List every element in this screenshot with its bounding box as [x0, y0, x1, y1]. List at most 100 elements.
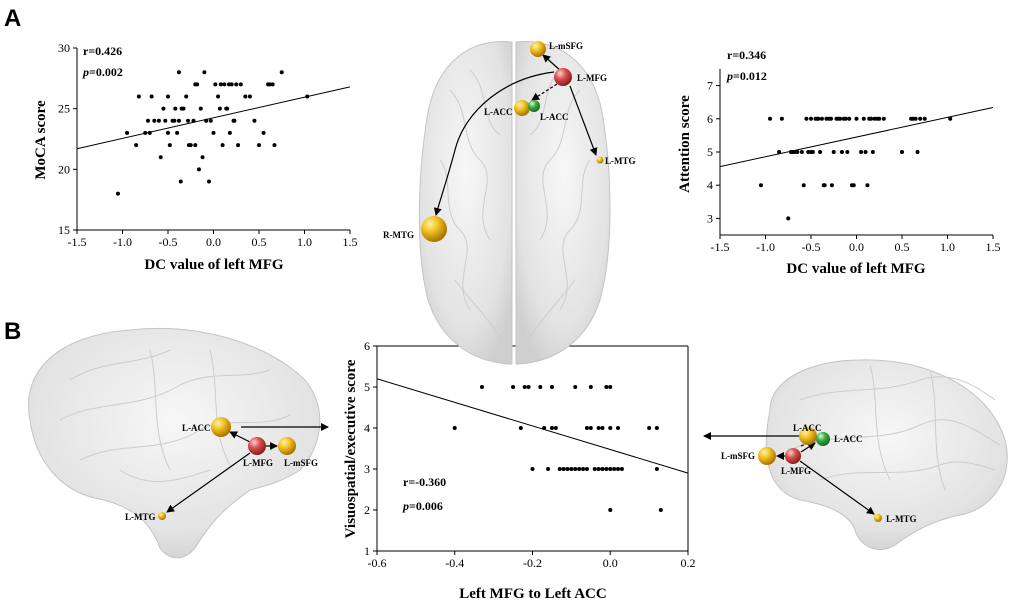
chart-moca-point: [225, 106, 230, 111]
chart-visuospatial-r: r=-0.360: [403, 475, 446, 489]
chart-attention-xtick-label: 1.5: [986, 240, 1001, 254]
chart-moca-p-letter: p: [82, 65, 89, 79]
chart-attention-ticks: -1.5 -1.0 -0.5 0.0 0.5 1.0 1.5 3 4 5 6 7: [707, 79, 1001, 254]
chart-moca-point: [247, 94, 252, 99]
chart-moca-point: [184, 94, 189, 99]
chart-visuospatial-xtick-label: -0.4: [445, 556, 464, 570]
node-right-acc-gold: [799, 427, 817, 445]
chart-moca-point: [272, 143, 277, 148]
chart-moca-point: [200, 155, 205, 160]
chart-visuospatial-ylabel: Visuospatial/executive score: [343, 359, 359, 538]
chart-moca-point: [222, 82, 227, 87]
brain-left-gyri: [59, 349, 291, 483]
chart-attention-point: [799, 150, 804, 154]
brain-left-connections: [166, 423, 329, 513]
node-right-msfg: [758, 447, 776, 465]
chart-attention-point: [859, 150, 864, 154]
chart-moca-ytick-label: 20: [58, 162, 70, 176]
chart-moca-point: [208, 118, 213, 123]
label-left-mfg: L-MFG: [243, 458, 273, 468]
chart-moca-point: [238, 82, 243, 87]
chart-visuospatial-point: [596, 467, 601, 471]
chart-visuospatial-ytick-label: 3: [364, 462, 370, 476]
chart-attention-point: [829, 116, 834, 121]
chart-visuospatial-point: [658, 508, 663, 512]
brain-top-view: L-mSFG L-MFG L-ACC L-ACC L-MTG R-MTG: [383, 41, 636, 365]
chart-visuospatial-points: [452, 385, 663, 512]
chart-moca-point: [206, 179, 211, 184]
chart-moca-ylabel: MoCA score: [33, 100, 49, 180]
chart-moca-point: [279, 70, 284, 75]
chart-visuospatial-point: [511, 385, 516, 389]
chart-visuospatial-point: [619, 467, 624, 471]
left-arrow-mfg-to-mtg: [166, 452, 251, 513]
chart-attention-point: [948, 116, 953, 121]
brain-top-left-hemisphere: [418, 41, 513, 365]
chart-visuospatial-point: [588, 426, 593, 430]
chart-moca-point: [236, 143, 241, 148]
chart-attention-ytick-label: 5: [707, 145, 713, 159]
chart-visuospatial-point: [608, 385, 613, 389]
label-top-msfg: L-mSFG: [549, 41, 583, 51]
chart-moca-xtick-label: 1.0: [297, 235, 312, 249]
chart-moca-point: [145, 118, 150, 123]
chart-visuospatial-ytick-label: 5: [364, 380, 370, 394]
chart-visuospatial-point: [584, 467, 589, 471]
chart-moca-point: [186, 118, 191, 123]
brain-right-view: L-ACC L-ACC L-mSFG L-MFG L-MTG: [703, 359, 1008, 550]
chart-attention-ytick-label: 4: [707, 178, 713, 192]
chart-visuospatial-fit-line: [376, 378, 689, 474]
chart-visuospatial-point: [569, 467, 574, 471]
chart-moca-point: [193, 143, 198, 148]
chart-attention-point: [913, 116, 918, 121]
chart-visuospatial-point: [604, 385, 609, 389]
chart-moca-point: [166, 94, 170, 99]
chart-moca-xlabel: DC value of left MFG: [144, 257, 283, 273]
chart-moca-point: [252, 118, 257, 123]
chart-moca-point: [143, 130, 148, 135]
chart-visuospatial-point: [549, 426, 554, 430]
chart-moca-point: [115, 191, 120, 196]
chart-visuospatial-xtick-label: 0.0: [603, 556, 618, 570]
chart-visuospatial-point: [616, 426, 621, 430]
chart-moca-point: [198, 106, 203, 111]
brain-top-right-hemisphere: [515, 41, 611, 365]
chart-moca-ytick-label: 25: [58, 102, 70, 116]
chart-attention-point: [851, 183, 856, 188]
chart-moca-point: [173, 106, 178, 111]
label-right-acc1: L-ACC: [793, 423, 822, 433]
node-left-mfg: [248, 437, 266, 455]
node-left-msfg: [278, 437, 296, 455]
chart-visuospatial-point: [542, 426, 547, 430]
node-left-acc: [211, 417, 231, 437]
label-top-acc2: L-ACC: [540, 112, 569, 122]
top-arrow-mfg-to-msfg: [542, 54, 562, 72]
chart-visuospatial-point: [608, 426, 613, 430]
chart-visuospatial-point: [452, 426, 457, 430]
top-arrow-mfg-to-rmtg: [433, 71, 555, 216]
chart-moca-point: [195, 82, 200, 87]
chart-visuospatial-xtick-label: -0.6: [368, 556, 387, 570]
chart-attention-point: [810, 150, 815, 154]
chart-attention-fit-line: [719, 107, 994, 168]
brain-left-view: L-ACC L-MFG L-mSFG L-MTG: [28, 327, 329, 559]
node-left-mtg: [158, 512, 166, 520]
chart-attention-point: [918, 116, 923, 121]
chart-attention-xlabel: DC value of left MFG: [786, 261, 925, 277]
label-left-acc: L-ACC: [182, 423, 211, 433]
chart-attention-point: [779, 116, 784, 121]
top-arrow-mfg-to-mtg: [569, 85, 598, 156]
chart-attention-xtick-label: 1.0: [940, 240, 955, 254]
chart-attention-point: [843, 116, 848, 121]
brain-left-outline: [28, 327, 321, 559]
chart-attention-point: [900, 150, 904, 154]
chart-attention-ytick-label: 3: [707, 211, 713, 225]
chart-moca-points: [115, 70, 310, 196]
chart-visuospatial-point: [581, 467, 586, 471]
chart-attention-point: [861, 116, 866, 121]
chart-attention-point: [795, 150, 800, 154]
panel-letter-b: B: [4, 318, 21, 345]
chart-attention-point: [845, 150, 850, 154]
chart-moca-point: [178, 179, 183, 184]
brain-top-connections: [433, 54, 598, 216]
